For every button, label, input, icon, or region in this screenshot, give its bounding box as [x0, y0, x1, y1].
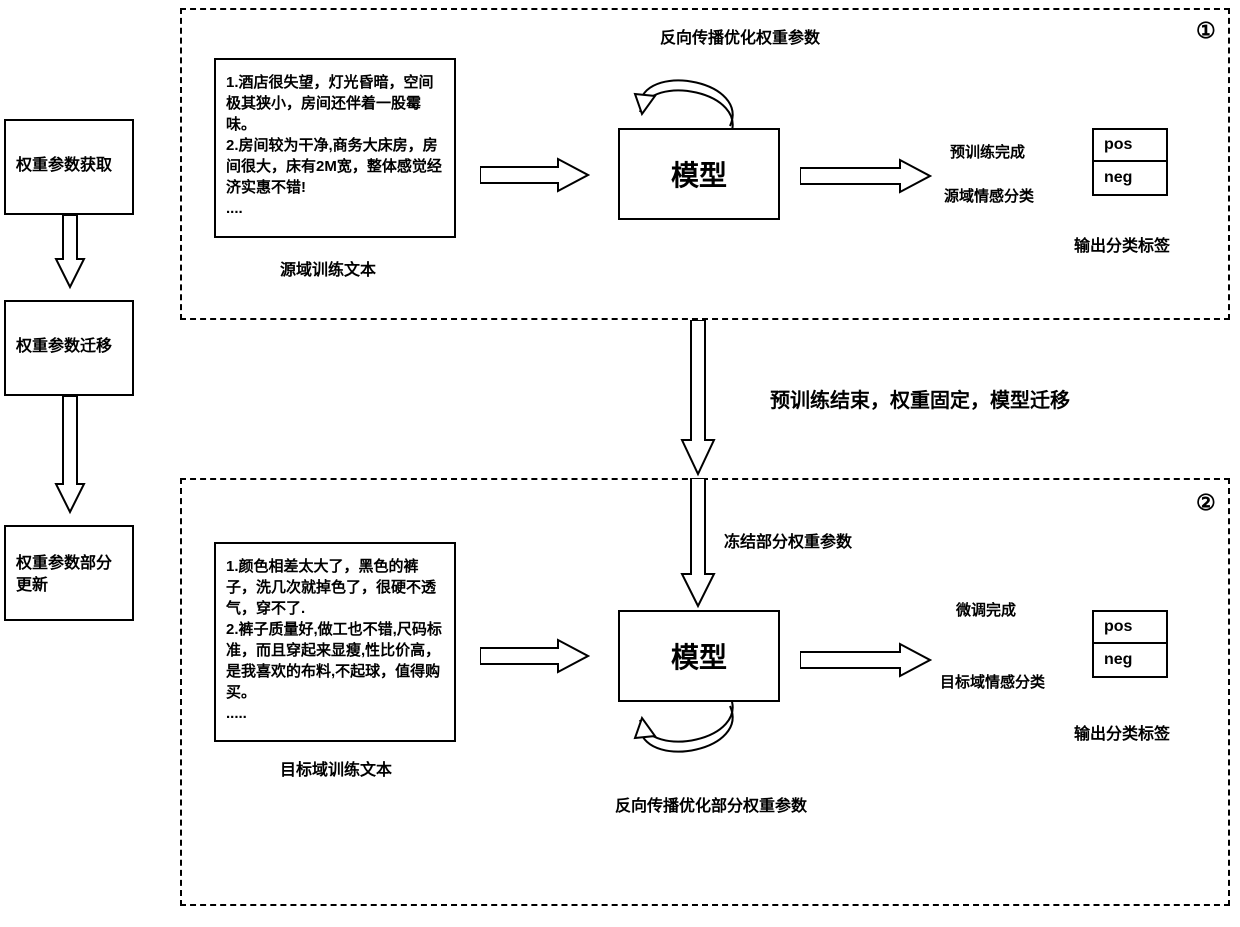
panel2-output-box: pos neg — [1092, 610, 1168, 678]
panel2-freeze-label: 冻结部分权重参数 — [724, 532, 852, 554]
panel1-out-neg: neg — [1104, 167, 1132, 189]
panel2-out-caption: 输出分类标签 — [1074, 724, 1170, 746]
panel-1-badge: ① — [1196, 18, 1216, 44]
panel1-arrow-out — [800, 156, 932, 196]
panel2-backprop-arrow — [620, 702, 760, 782]
panel1-out-caption: 输出分类标签 — [1074, 236, 1170, 258]
transfer-label: 预训练结束，权重固定，模型迁移 — [770, 384, 1070, 413]
panel1-arrow-top-label: 预训练完成 — [950, 142, 1025, 163]
panel1-output-box: pos neg — [1092, 128, 1168, 196]
panel2-arrow-bot-label: 目标域情感分类 — [940, 672, 1045, 693]
panel2-sample-caption: 目标域训练文本 — [280, 760, 392, 782]
left-step-2: 权重参数迁移 — [4, 300, 134, 396]
arrow-left-2 — [50, 396, 90, 516]
panel1-sample-caption: 源域训练文本 — [280, 260, 376, 282]
panel1-sample-text: 1.酒店很失望，灯光昏暗，空间极其狭小，房间还伴着一股霉味。 2.房间较为干净,… — [226, 72, 444, 219]
panel2-model-label: 模型 — [671, 636, 727, 676]
panel2-freeze-arrow — [678, 478, 718, 610]
panel1-backprop-arrow — [620, 52, 760, 130]
left-step-2-label: 权重参数迁移 — [16, 336, 122, 358]
panel1-backprop-label: 反向传播优化权重参数 — [660, 28, 820, 50]
panel1-arrow-bot-label: 源域情感分类 — [944, 186, 1034, 207]
panel2-sample-text: 1.颜色相差太大了，黑色的裤子，洗几次就掉色了，很硬不透气，穿不了. 2.裤子质… — [226, 556, 444, 724]
arrow-left-1 — [50, 215, 90, 291]
panel-2-badge: ② — [1196, 490, 1216, 516]
left-step-1: 权重参数获取 — [4, 119, 134, 215]
transfer-arrow — [678, 320, 718, 478]
panel1-sample-box: 1.酒店很失望，灯光昏暗，空间极其狭小，房间还伴着一股霉味。 2.房间较为干净,… — [214, 58, 456, 238]
panel2-out-pos: pos — [1104, 616, 1132, 638]
left-step-3: 权重参数部分更新 — [4, 525, 134, 621]
panel2-backprop-label: 反向传播优化部分权重参数 — [606, 796, 816, 818]
panel1-arrow-in — [480, 155, 590, 195]
panel1-model-label: 模型 — [671, 154, 727, 194]
panel1-model-box: 模型 — [618, 128, 780, 220]
panel2-arrow-out — [800, 640, 932, 680]
left-step-1-label: 权重参数获取 — [16, 155, 122, 177]
left-step-3-label: 权重参数部分更新 — [16, 553, 122, 598]
panel2-arrow-top-label: 微调完成 — [956, 600, 1016, 621]
panel2-arrow-in — [480, 636, 590, 676]
panel2-out-neg: neg — [1104, 649, 1132, 671]
panel1-out-pos: pos — [1104, 134, 1132, 156]
panel2-sample-box: 1.颜色相差太大了，黑色的裤子，洗几次就掉色了，很硬不透气，穿不了. 2.裤子质… — [214, 542, 456, 742]
panel2-model-box: 模型 — [618, 610, 780, 702]
